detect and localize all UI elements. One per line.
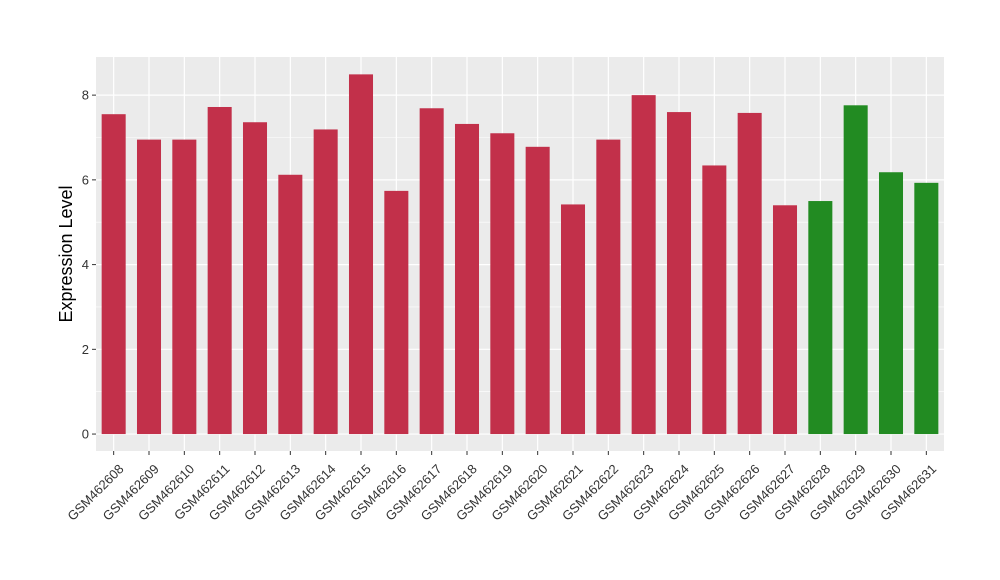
bars-group (101, 74, 939, 435)
bar-GSM462620 (525, 146, 550, 435)
y-tick-label: 6 (82, 172, 89, 187)
bar-GSM462614 (313, 129, 338, 435)
bar-GSM462623 (631, 95, 656, 435)
bar-GSM462613 (278, 174, 303, 435)
bar-GSM462621 (560, 204, 586, 435)
bar-GSM462624 (666, 112, 692, 435)
y-axis-title: Expression Level (56, 185, 76, 322)
x-axis: GSM462608GSM462609GSM462610GSM462611GSM4… (64, 451, 939, 524)
bar-GSM462628 (808, 201, 833, 435)
y-tick-label: 8 (82, 88, 89, 103)
bar-GSM462616 (384, 190, 409, 435)
bar-GSM462611 (207, 106, 232, 435)
y-tick-label: 0 (82, 427, 89, 442)
bar-GSM462627 (772, 205, 798, 435)
bar-GSM462609 (136, 139, 162, 435)
bar-GSM462630 (878, 172, 904, 435)
bar-GSM462622 (596, 139, 621, 435)
bar-GSM462608 (101, 114, 126, 435)
plot-panel (96, 57, 944, 451)
bar-GSM462615 (348, 74, 374, 435)
bar-GSM462618 (454, 123, 480, 435)
y-tick-label: 4 (82, 257, 89, 272)
bar-GSM462610 (172, 139, 197, 435)
bar-GSM462625 (702, 165, 727, 435)
y-tick-label: 2 (82, 342, 89, 357)
bar-GSM462631 (914, 182, 939, 435)
bar-GSM462629 (843, 105, 868, 435)
bar-GSM462617 (419, 108, 444, 435)
y-axis: 0 2 4 6 8 (82, 88, 96, 442)
bar-GSM462619 (490, 133, 515, 435)
minor-gridlines (96, 137, 944, 392)
bar-GSM462612 (242, 122, 268, 435)
bar-GSM462626 (737, 112, 762, 435)
